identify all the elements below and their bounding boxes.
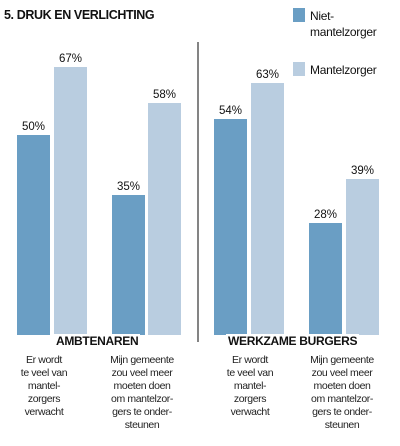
data-label-burgers-niet-mantelzorger-2: 28% xyxy=(314,209,337,221)
bar-burgers-niet-mantelzorger-2 xyxy=(309,223,342,335)
panel-label-werkzame-burgers: WERKZAME BURGERS xyxy=(226,334,360,348)
data-label-burgers-mantelzorger-1: 63% xyxy=(256,69,279,81)
bar-burgers-mantelzorger-2 xyxy=(346,179,379,335)
legend-swatch-mantelzorger xyxy=(293,62,305,76)
category-label-burgers-2: Mijn gemeente zou veel meer moeten doen … xyxy=(310,354,374,431)
data-label-ambtenaren-mantelzorger-2: 58% xyxy=(153,89,176,101)
panel-label-ambtenaren: AMBTENAREN xyxy=(54,334,141,348)
legend-item-mantelzorger: Mantelzorger xyxy=(293,62,390,78)
data-label-burgers-niet-mantelzorger-1: 54% xyxy=(219,105,242,117)
bar-burgers-mantelzorger-1 xyxy=(251,83,284,335)
bar-ambtenaren-mantelzorger-2 xyxy=(148,103,181,335)
bar-burgers-niet-mantelzorger-1 xyxy=(214,119,247,335)
data-label-ambtenaren-mantelzorger-1: 67% xyxy=(59,53,82,65)
category-label-burgers-1: Er wordt te veel van mantel- zorgers ver… xyxy=(226,354,274,418)
bar-ambtenaren-niet-mantelzorger-1 xyxy=(17,135,50,335)
bar-ambtenaren-mantelzorger-1 xyxy=(54,67,87,335)
data-label-ambtenaren-niet-mantelzorger-2: 35% xyxy=(117,181,140,193)
category-label-ambtenaren-1: Er wordt te veel van mantel- zorgers ver… xyxy=(20,354,68,418)
legend-swatch-niet-mantelzorger xyxy=(293,8,305,22)
legend-item-niet-mantelzorger: Niet- mantelzorger xyxy=(293,8,390,40)
data-label-ambtenaren-niet-mantelzorger-1: 50% xyxy=(22,121,45,133)
legend-label-mantelzorger: Mantelzorger xyxy=(310,63,377,77)
category-label-ambtenaren-2: Mijn gemeente zou veel meer moeten doen … xyxy=(110,354,174,431)
legend-label-niet-mantelzorger: Niet- mantelzorger xyxy=(310,9,377,39)
data-label-burgers-mantelzorger-2: 39% xyxy=(351,165,374,177)
chart-title: 5. DRUK EN VERLICHTING xyxy=(4,8,155,22)
bar-ambtenaren-niet-mantelzorger-2 xyxy=(112,195,145,335)
